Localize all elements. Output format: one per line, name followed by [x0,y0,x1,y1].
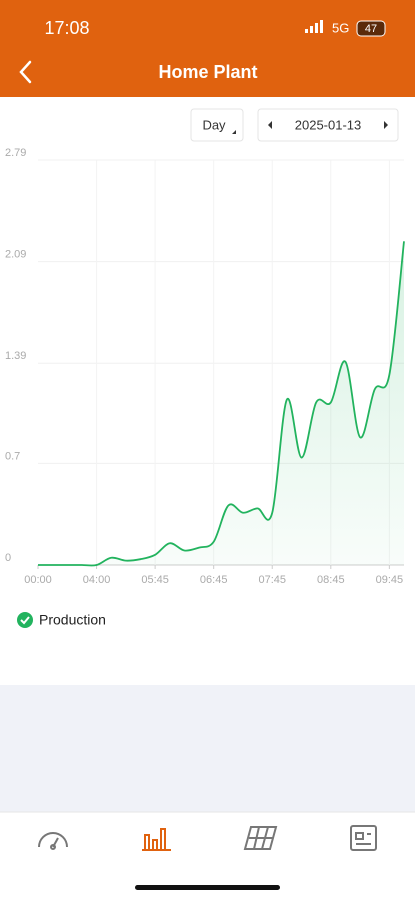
tab-statistics[interactable] [142,828,171,851]
date-label[interactable]: 2025-01-13 [295,117,362,132]
tab-reports[interactable] [350,825,377,851]
header-title: Home Plant [158,62,257,82]
y-tick-label: 2.79 [5,147,26,159]
back-button[interactable] [19,60,32,84]
x-tick-label: 06:45 [200,574,228,586]
period-label: Day [202,117,226,132]
date-picker [257,108,399,142]
battery [356,20,386,37]
legend-swatch [17,612,33,628]
status-battery: 47 [365,23,377,35]
home-indicator [135,885,280,890]
y-tick-label: 2.09 [5,249,26,261]
status-time: 17:08 [44,18,89,38]
y-tick-label: 0.7 [5,450,20,462]
legend-label[interactable]: Production [39,612,106,628]
y-tick-label: 0 [5,552,11,564]
date-next[interactable] [384,121,388,129]
x-tick-label: 00:00 [24,574,52,586]
legend-check [20,616,30,625]
x-tick-label: 07:45 [258,574,286,586]
status-network: 5G [332,20,349,35]
header-bg [0,0,415,97]
x-tick-label: 04:00 [83,574,111,586]
empty-panel [0,685,415,812]
tab-dashboard[interactable] [38,832,68,850]
line [37,241,405,567]
date-prev[interactable] [268,121,272,129]
period-caret [232,130,236,134]
signal-icon [305,20,323,33]
chart: 0 0.7 1.39 2.09 2.79 00:00 04:00 05:45 06:45 07:4… [5,147,405,586]
x-tick-label: 09:45 [376,574,404,586]
tab-devices[interactable] [243,826,278,850]
x-tick-label: 08:45 [317,574,345,586]
x-tick-label: 05:45 [141,574,169,586]
y-tick-label: 1.39 [5,350,26,362]
period-select[interactable] [190,108,244,142]
area [38,241,404,566]
